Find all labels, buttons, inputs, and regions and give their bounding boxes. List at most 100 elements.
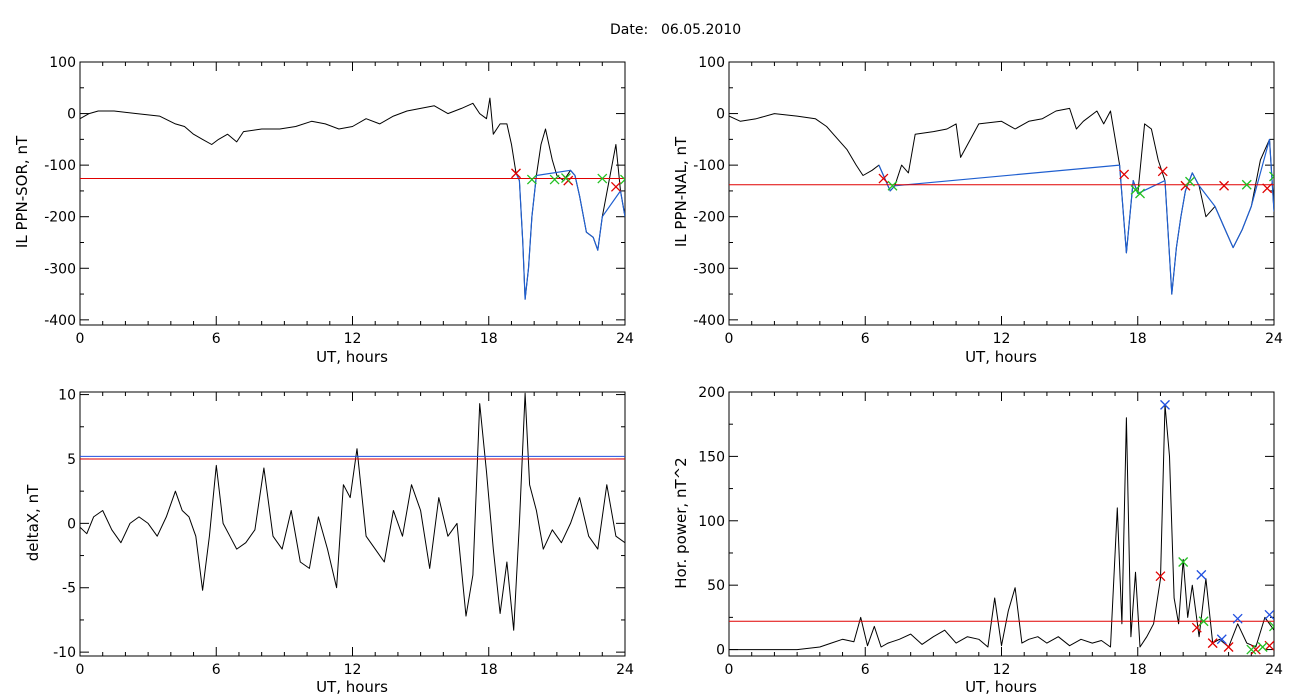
x-tick-label: 0	[725, 662, 734, 678]
ylabel: IL PPN-SOR, nT	[13, 135, 31, 248]
marker-green	[1130, 184, 1141, 195]
marker-red	[1250, 644, 1261, 655]
series-line	[80, 97, 625, 300]
marker-red	[1119, 169, 1130, 180]
data-layer	[80, 97, 625, 300]
marker-blue	[1216, 634, 1227, 645]
marker-green	[1257, 642, 1268, 652]
marker-green	[549, 174, 560, 185]
x-tick-label: 6	[861, 331, 870, 347]
x-tick-label: 12	[344, 662, 362, 678]
y-tick-label: -300	[693, 261, 725, 277]
x-tick-label: 18	[1129, 662, 1147, 678]
y-tick-label: -400	[44, 313, 76, 329]
x-tick-label: 24	[616, 662, 634, 678]
plot-frame	[728, 61, 1275, 326]
x-tick-label: 0	[76, 331, 85, 347]
marker-blue	[1196, 569, 1207, 580]
marker-green	[1198, 616, 1209, 627]
panel-deltax: deltaX, nT UT, hours 0 6 12 18 24 10 5 0 -5 -10	[24, 388, 634, 696]
y-tick-label: 0	[716, 107, 725, 123]
y-tick-label: 5	[67, 452, 76, 468]
y-tick-label: 0	[716, 643, 725, 659]
y-tick-label: -400	[693, 313, 725, 329]
marker-green	[1135, 188, 1145, 199]
marker-red	[1207, 638, 1218, 649]
y-tick-label: -200	[44, 210, 76, 226]
y-tick-label: 100	[698, 55, 725, 71]
xlabel: UT, hours	[316, 348, 388, 366]
y-tick-label: 100	[49, 55, 76, 71]
marker-red	[511, 168, 521, 179]
marker-green	[1185, 176, 1195, 187]
highlight-line	[878, 138, 1274, 295]
marker-green	[1178, 557, 1189, 567]
highlight-line	[515, 169, 625, 300]
plot-frame	[728, 391, 1275, 657]
y-tick-label: -200	[693, 210, 725, 226]
y-tick-label: -300	[44, 261, 76, 277]
marker-green	[597, 173, 608, 184]
x-tick-label: 0	[76, 662, 85, 678]
marker-green	[620, 174, 625, 185]
marker-green	[1269, 621, 1274, 632]
y-tick-label: 100	[698, 514, 725, 530]
plot-frame	[79, 391, 626, 657]
xlabel: UT, hours	[965, 348, 1037, 366]
panel-il-ppn-nal: IL PPN-NAL, nT UT, hours 0 6 12 18 24 100 0 -10…	[672, 55, 1283, 366]
data-layer	[80, 392, 625, 631]
y-tick-label: -10	[53, 645, 76, 661]
marker-red	[610, 181, 621, 192]
marker-blue	[1264, 609, 1274, 620]
series-line	[80, 392, 625, 631]
y-tick-label: -5	[62, 581, 76, 597]
series-line	[729, 107, 1274, 295]
data-layer	[729, 107, 1274, 295]
y-tick-label: 50	[707, 578, 725, 594]
x-tick-label: 18	[480, 662, 498, 678]
y-tick-label: 150	[698, 449, 725, 465]
marker-green	[1241, 179, 1252, 190]
marker-red	[1155, 571, 1166, 582]
page-title-date: 06.05.2010	[661, 22, 741, 38]
marker-red	[878, 173, 889, 184]
series-line	[729, 404, 1274, 651]
page-title-label: Date:	[610, 22, 648, 38]
y-tick-label: -100	[44, 158, 76, 174]
data-layer	[729, 399, 1274, 655]
x-tick-label: 24	[616, 331, 634, 347]
marker-red	[1262, 183, 1273, 194]
y-tick-label: -100	[693, 158, 725, 174]
marker-red	[1157, 166, 1168, 177]
x-tick-label: 18	[1129, 331, 1147, 347]
ylabel: deltaX, nT	[24, 484, 42, 561]
panel-il-ppn-sor: IL PPN-SOR, nT UT, hours 0 6 12 18 24 100 0 -10…	[13, 55, 634, 366]
x-tick-label: 12	[344, 331, 362, 347]
xlabel: UT, hours	[316, 678, 388, 696]
marker-red	[1219, 180, 1230, 191]
y-tick-label: 0	[67, 107, 76, 123]
marker-green	[526, 174, 537, 185]
x-tick-label: 24	[1265, 331, 1283, 347]
x-tick-label: 18	[480, 331, 498, 347]
x-tick-label: 6	[212, 331, 221, 347]
marker-green	[1246, 644, 1257, 655]
marker-green	[887, 180, 898, 191]
x-tick-label: 24	[1265, 662, 1283, 678]
x-tick-label: 0	[725, 331, 734, 347]
x-tick-label: 6	[212, 662, 221, 678]
y-tick-label: 10	[58, 388, 76, 404]
marker-green	[1269, 171, 1274, 182]
x-tick-label: 6	[861, 662, 870, 678]
y-tick-label: 200	[698, 385, 725, 401]
plot-frame	[79, 61, 626, 326]
y-tick-label: 0	[67, 516, 76, 532]
panel-hor-power: Hor. power, nT^2 UT, hours 0 6 12 18 24 200 15…	[672, 385, 1283, 696]
xlabel: UT, hours	[965, 678, 1037, 696]
x-tick-label: 12	[993, 662, 1011, 678]
marker-blue	[1160, 399, 1170, 410]
ylabel: Hor. power, nT^2	[672, 457, 690, 588]
marker-green	[560, 173, 571, 183]
ylabel: IL PPN-NAL, nT	[672, 136, 690, 247]
